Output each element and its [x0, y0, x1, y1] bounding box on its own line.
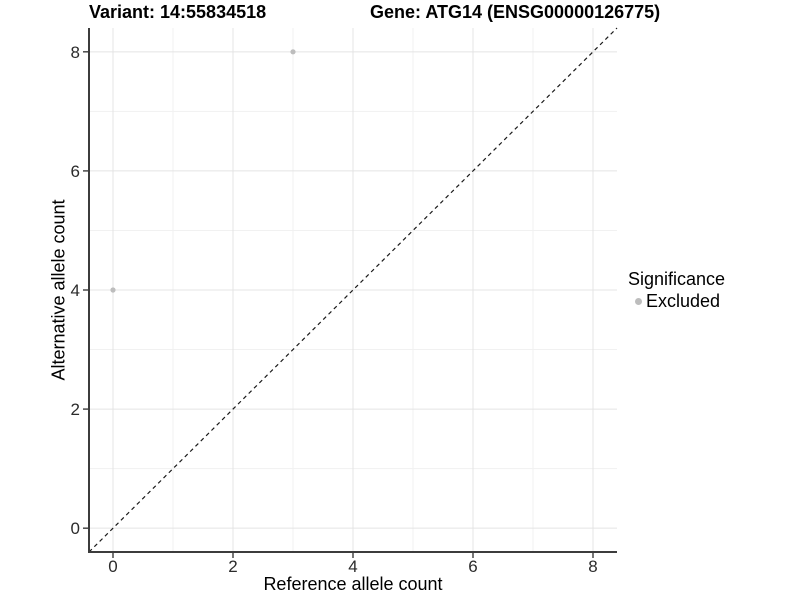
x-tick-label: 2: [228, 557, 237, 576]
legend-item-label: Excluded: [646, 291, 721, 311]
x-tick-label: 8: [588, 557, 597, 576]
identity-line: [88, 27, 618, 553]
y-tick-label: 8: [71, 43, 80, 62]
x-tick-label: 4: [348, 557, 357, 576]
y-tick-label: 4: [71, 281, 80, 300]
y-axis-title: Alternative allele count: [48, 199, 69, 381]
y-tick-label: 0: [71, 519, 80, 538]
legend-title: Significance: [628, 269, 726, 289]
gene-title: Gene: ATG14 (ENSG00000126775): [370, 2, 661, 22]
legend-item-excluded: Excluded: [628, 290, 725, 312]
x-tick-label: 0: [108, 557, 117, 576]
legend: Significance Excluded: [628, 268, 725, 312]
legend-point-icon: [635, 297, 642, 305]
data-point: [110, 287, 116, 293]
x-axis-title: Reference allele count: [263, 574, 443, 594]
variant-title: Variant: 14:55834518: [89, 2, 267, 22]
data-point: [290, 49, 296, 55]
x-tick-label: 6: [468, 557, 477, 576]
y-tick-label: 2: [71, 400, 80, 419]
y-tick-label: 6: [71, 162, 80, 181]
